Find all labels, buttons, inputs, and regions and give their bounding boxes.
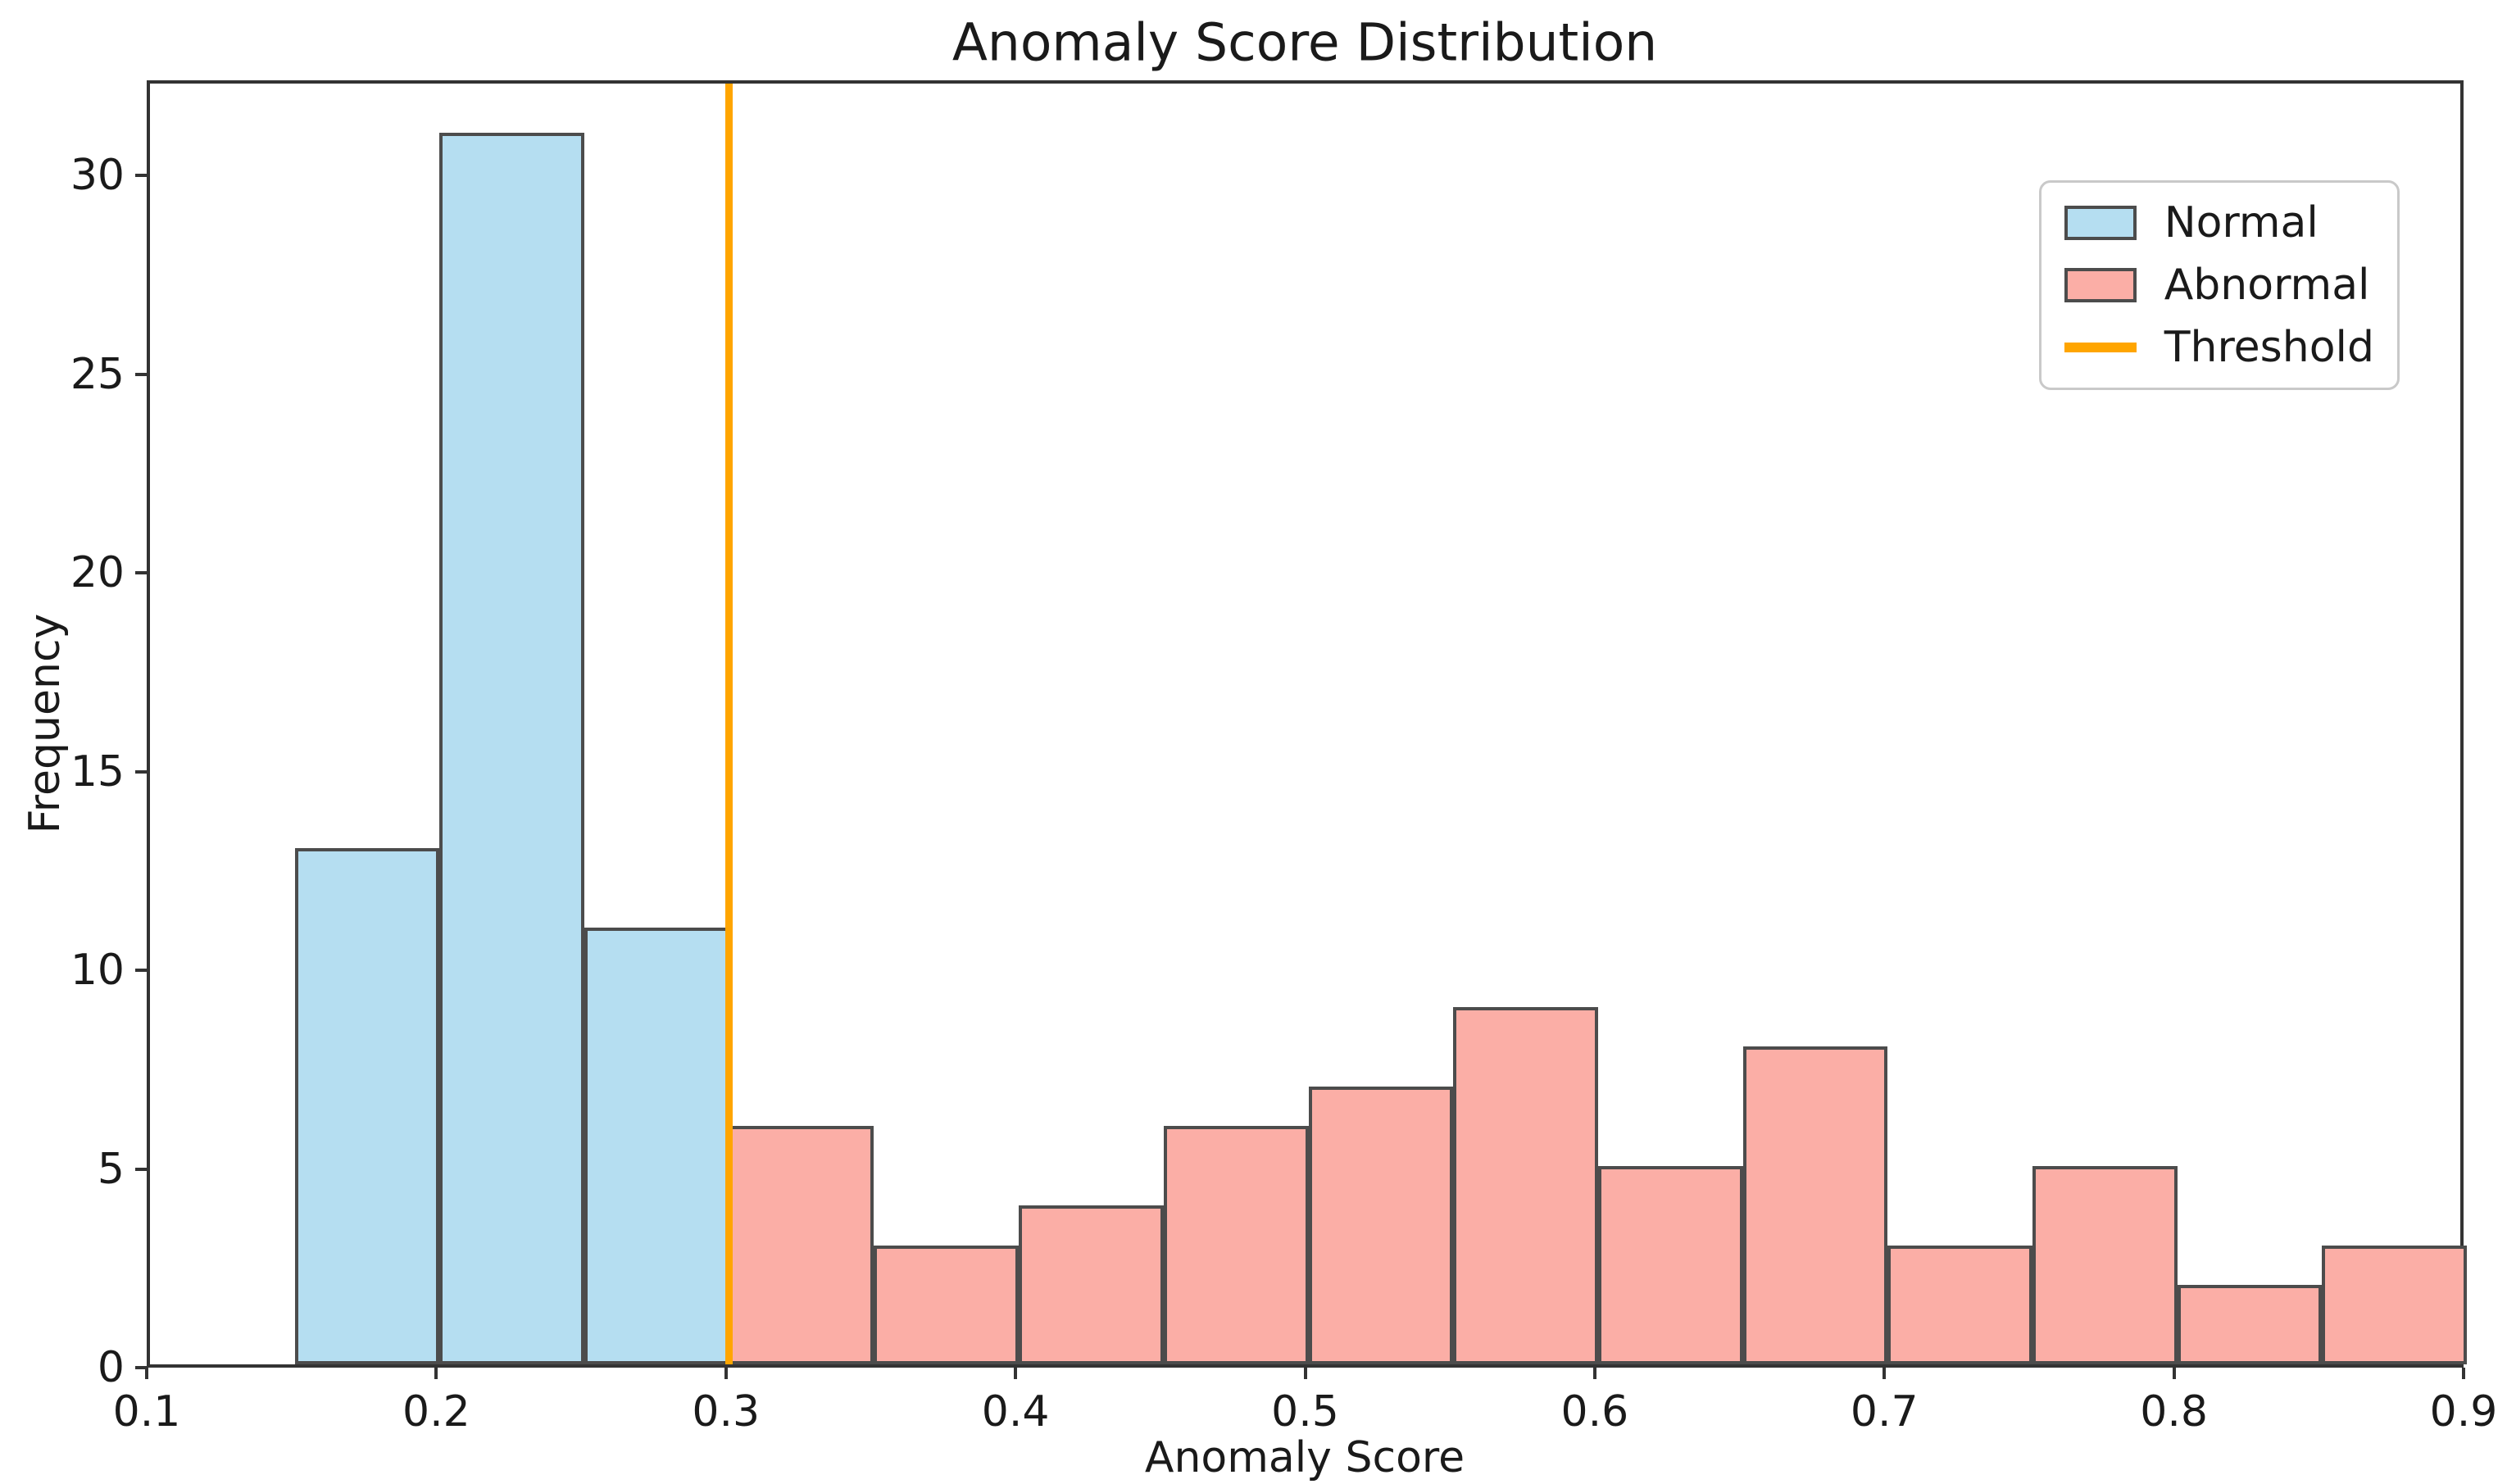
y-tick-mark (135, 174, 147, 178)
histogram-bar-abnormal (1019, 1205, 1164, 1364)
x-tick-mark (2462, 1368, 2465, 1379)
legend: Normal Abnormal Threshold (2038, 180, 2400, 390)
histogram-bar-abnormal (1163, 1126, 1309, 1364)
threshold-line-swatch (2064, 343, 2137, 352)
x-tick-label: 0.8 (2140, 1387, 2208, 1436)
histogram-bar-abnormal (1742, 1046, 1888, 1364)
y-tick-mark (135, 1167, 147, 1171)
legend-item-threshold: Threshold (2064, 322, 2374, 373)
histogram-bar-normal (439, 132, 585, 1364)
legend-label: Threshold (2164, 323, 2374, 372)
x-tick-mark (145, 1368, 148, 1379)
legend-item-abnormal: Abnormal (2064, 260, 2374, 311)
histogram-bar-abnormal (1597, 1165, 1743, 1364)
x-tick-mark (1592, 1368, 1596, 1379)
legend-label: Normal (2164, 198, 2319, 247)
histogram-bar-abnormal (1308, 1086, 1454, 1364)
x-tick-mark (2172, 1368, 2176, 1379)
histogram-bar-abnormal (2322, 1245, 2467, 1364)
y-tick-mark (135, 372, 147, 376)
y-tick-mark (135, 769, 147, 774)
x-tick-label: 0.7 (1850, 1387, 1919, 1436)
y-tick-mark (135, 1366, 147, 1369)
histogram-bar-abnormal (1887, 1245, 2032, 1364)
x-tick-label: 0.6 (1560, 1387, 1629, 1436)
y-axis-label: Frequency (20, 613, 70, 834)
x-tick-label: 0.4 (981, 1387, 1050, 1436)
x-tick-mark (724, 1368, 728, 1379)
x-tick-label: 0.5 (1271, 1387, 1339, 1436)
x-tick-label: 0.9 (2429, 1387, 2498, 1436)
x-tick-mark (1014, 1368, 1018, 1379)
y-tick-mark (135, 969, 147, 973)
x-tick-mark (434, 1368, 438, 1379)
abnormal-patch-swatch (2064, 268, 2137, 302)
histogram-bar-abnormal (2177, 1285, 2323, 1364)
x-tick-label: 0.3 (692, 1387, 761, 1436)
y-tick-label: 10 (70, 946, 125, 996)
threshold-line (725, 84, 733, 1364)
y-tick-label: 30 (70, 151, 125, 201)
chart-title: Anomaly Score Distribution (951, 12, 1658, 73)
y-tick-label: 20 (70, 548, 125, 598)
normal-patch-swatch (2064, 206, 2137, 240)
x-tick-label: 0.1 (112, 1387, 181, 1436)
x-tick-mark (1303, 1368, 1307, 1379)
y-tick-label: 25 (70, 349, 125, 399)
y-tick-label: 5 (97, 1144, 125, 1194)
y-tick-label: 15 (70, 747, 125, 796)
x-axis-label: Anomaly Score (1144, 1433, 1465, 1482)
x-tick-mark (1883, 1368, 1887, 1379)
plot-area: Normal Abnormal Threshold (147, 80, 2467, 1368)
histogram-bar-abnormal (729, 1126, 874, 1364)
x-tick-label: 0.2 (402, 1387, 470, 1436)
legend-item-normal: Normal (2064, 197, 2374, 248)
legend-label: Abnormal (2164, 261, 2370, 310)
histogram-bar-normal (294, 847, 440, 1364)
histogram-bar-normal (584, 927, 729, 1364)
histogram-bar-abnormal (2032, 1165, 2178, 1364)
histogram-bar-abnormal (1453, 1006, 1598, 1364)
y-tick-mark (135, 571, 147, 575)
histogram-bar-abnormal (874, 1245, 1020, 1364)
y-tick-label: 0 (97, 1343, 125, 1392)
